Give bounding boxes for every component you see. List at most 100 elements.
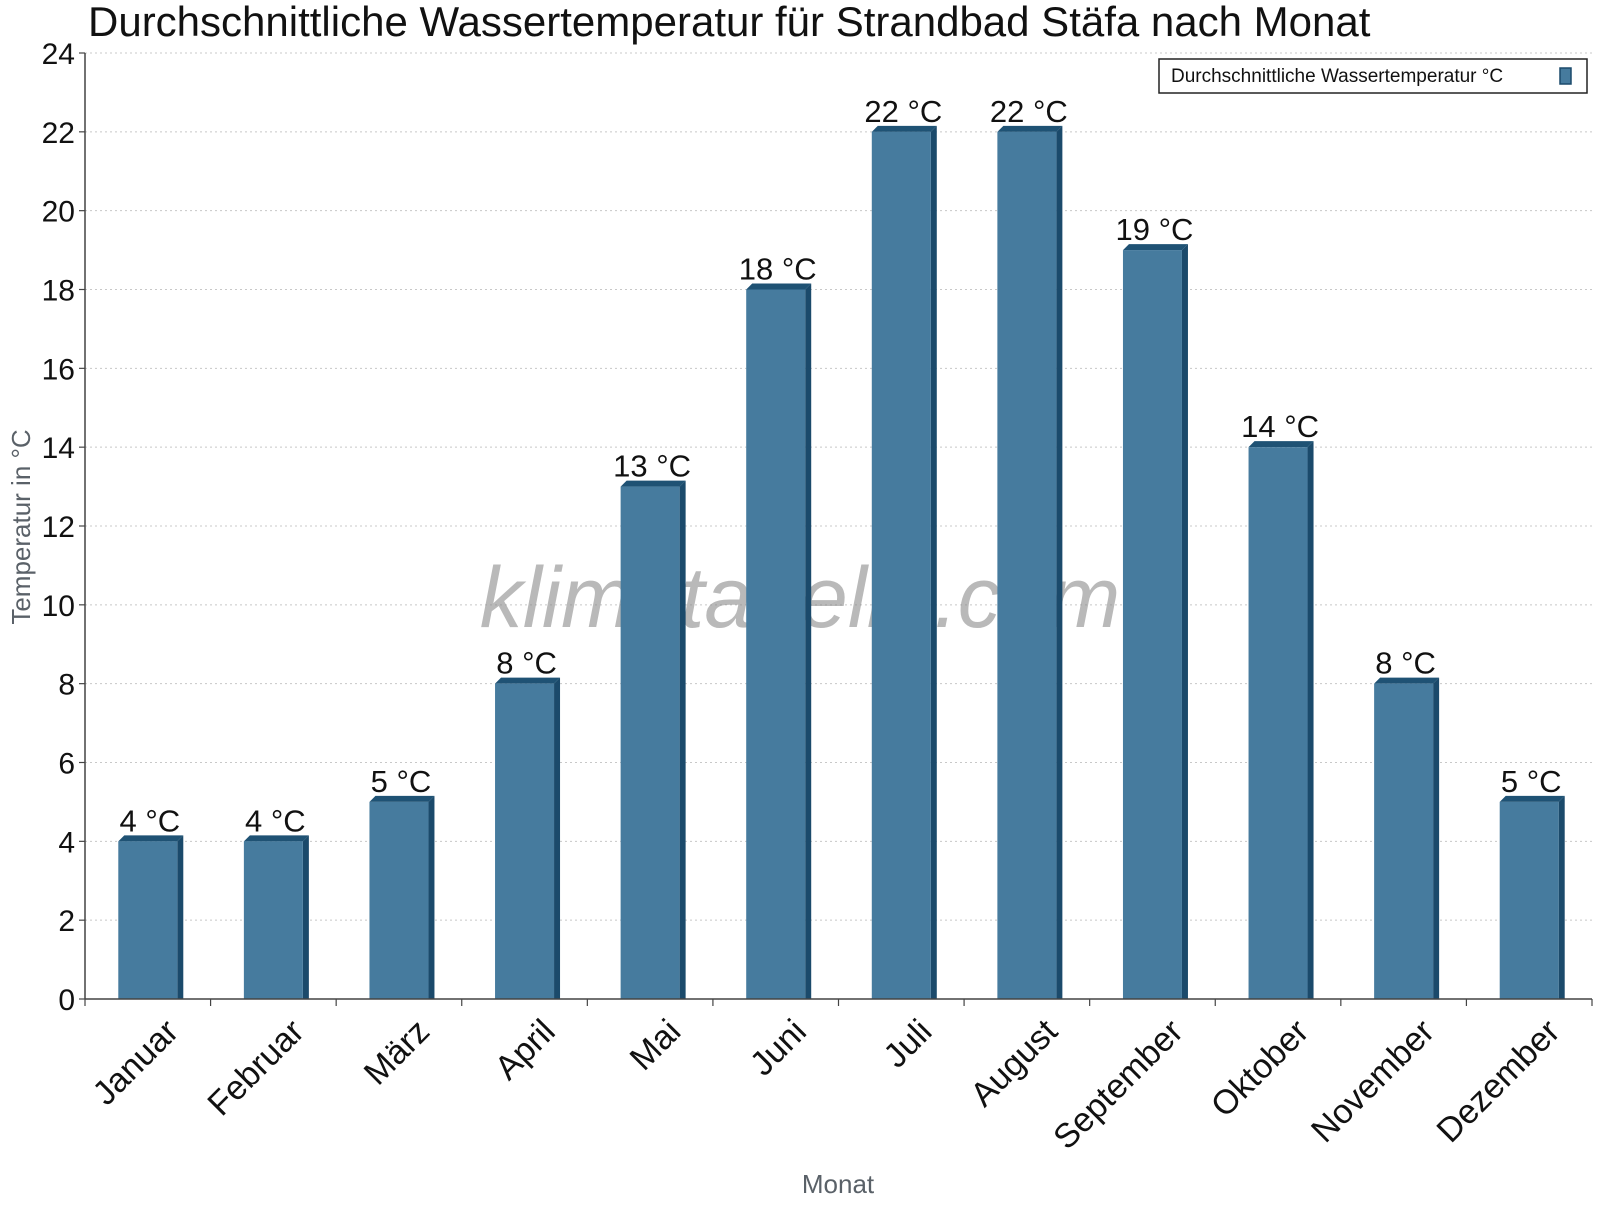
bar-top — [1499, 795, 1565, 802]
y-tick-label-10: 10 — [42, 590, 75, 623]
bar-front — [495, 683, 555, 999]
bar-side — [679, 480, 686, 999]
y-tick-label-12: 12 — [42, 511, 75, 544]
x-tick-label-August: August — [963, 1012, 1065, 1114]
bar-top — [620, 480, 686, 487]
chart-title: Durchschnittliche Wassertemperatur für S… — [88, 0, 1371, 45]
legend-box — [1158, 58, 1588, 94]
bar-April — [495, 677, 561, 999]
bar-top — [997, 125, 1063, 132]
y-tick-label-2: 2 — [58, 905, 75, 938]
data-label-September: 19 °C — [1116, 212, 1194, 247]
x-tick-labels: Januar Februar März April Mai Juni Juli AugustS… — [86, 1012, 1568, 1157]
bar-top — [495, 677, 561, 684]
grid-lines — [85, 52, 1592, 921]
bar-top — [243, 835, 309, 842]
y-tick-label-18: 18 — [42, 275, 75, 308]
bar-side — [302, 835, 309, 999]
data-labels: 4 °C 4 °C 5 °C 8 °C 13 °C 18 °C 22 °C 22 °C 19 °… — [119, 94, 1562, 838]
bar-front — [369, 801, 429, 999]
bar-top — [1248, 441, 1314, 448]
bar-front — [1248, 447, 1308, 1000]
bar-top — [118, 835, 184, 842]
bar-September — [1122, 244, 1188, 1000]
data-label-Juli: 22 °C — [864, 94, 942, 129]
data-label-April: 8 °C — [496, 646, 557, 681]
data-label-Oktober: 14 °C — [1241, 409, 1319, 444]
y-tick-label-14: 14 — [42, 432, 75, 465]
data-label-Dezember: 5 °C — [1501, 764, 1562, 799]
x-tick-label-April: April — [488, 1012, 563, 1087]
y-tick-label-8: 8 — [58, 669, 75, 702]
bar-front — [871, 131, 931, 1000]
bar-side — [930, 125, 937, 1000]
data-label-November: 8 °C — [1375, 646, 1436, 681]
bar-front — [620, 486, 680, 999]
x-tick-label-Juli: Juli — [876, 1012, 939, 1075]
bar-Februar — [243, 835, 309, 999]
x-tick-label-Mai: Mai — [623, 1012, 689, 1078]
bar-front — [997, 131, 1057, 1000]
bar-front — [118, 841, 178, 999]
bar-März — [369, 795, 435, 999]
y-tick-label-6: 6 — [58, 748, 75, 781]
data-label-März: 5 °C — [371, 764, 432, 799]
bar-side — [428, 795, 435, 999]
y-tick-label-0: 0 — [58, 984, 75, 1017]
data-label-Januar: 4 °C — [119, 803, 180, 838]
data-label-Mai: 13 °C — [613, 449, 691, 484]
bar-top — [369, 795, 435, 802]
x-axis-label: Monat — [802, 1169, 875, 1199]
x-tick-label-Oktober: Oktober — [1204, 1012, 1316, 1124]
y-axis-label: Temperatur in °C — [6, 429, 36, 624]
y-tick-label-24: 24 — [42, 38, 75, 71]
x-tick-label-März: März — [357, 1012, 437, 1092]
bar-front — [1499, 801, 1559, 999]
bar-Juni — [746, 283, 812, 999]
bar-side — [1307, 441, 1314, 1000]
bar-side — [1181, 244, 1188, 1000]
y-tick-label-4: 4 — [58, 826, 75, 859]
bars — [118, 125, 1565, 1000]
bar-front — [746, 289, 806, 999]
data-label-Februar: 4 °C — [245, 803, 306, 838]
legend-label: Durchschnittliche Wassertemperatur °C — [1171, 66, 1503, 87]
bar-side — [177, 835, 184, 999]
bar-front — [1374, 683, 1434, 999]
x-tick-label-September: September — [1046, 1012, 1190, 1156]
x-tick-label-November: November — [1304, 1012, 1442, 1150]
bar-side — [1056, 125, 1063, 1000]
bar-front — [1122, 250, 1182, 1000]
bar-Mai — [620, 480, 686, 999]
bar-top — [871, 125, 937, 132]
bar-side — [554, 677, 561, 999]
bar-November — [1374, 677, 1440, 999]
bar-side — [1558, 795, 1565, 999]
bar-Juli — [871, 125, 937, 1000]
bar-front — [243, 841, 303, 999]
bar-top — [746, 283, 812, 290]
data-label-Juni: 18 °C — [739, 252, 817, 287]
x-tick-label-Dezember: Dezember — [1430, 1012, 1568, 1150]
bar-side — [1433, 677, 1440, 999]
y-tick-label-22: 22 — [42, 117, 75, 150]
bar-Oktober — [1248, 441, 1314, 1000]
bar-Dezember — [1499, 795, 1565, 999]
x-tick-label-Februar: Februar — [200, 1012, 311, 1123]
legend: Durchschnittliche Wassertemperatur °C — [1158, 58, 1588, 94]
axes — [79, 52, 1593, 1006]
bar-side — [805, 283, 812, 999]
data-label-August: 22 °C — [990, 94, 1068, 129]
bar-top — [1374, 677, 1440, 684]
bar-August — [997, 125, 1063, 1000]
bar-Januar — [118, 835, 184, 999]
x-tick-label-Juni: Juni — [743, 1012, 814, 1083]
y-tick-label-16: 16 — [42, 353, 75, 386]
x-tick-label-Januar: Januar — [86, 1012, 186, 1112]
y-tick-label-20: 20 — [42, 196, 75, 229]
legend-swatch — [1559, 67, 1572, 85]
bar-top — [1122, 244, 1188, 251]
